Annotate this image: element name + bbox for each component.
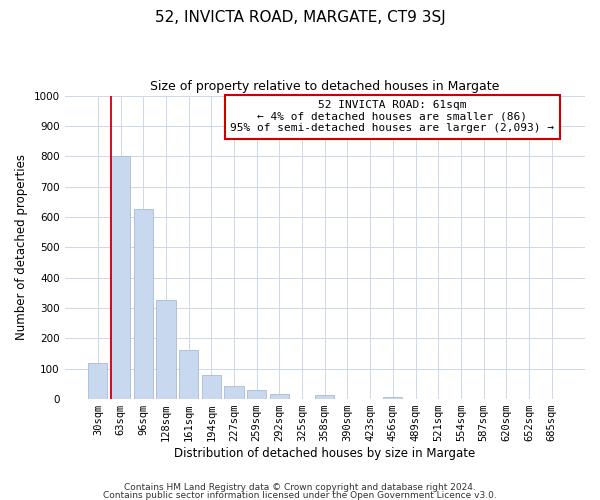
Bar xyxy=(134,210,153,399)
Bar xyxy=(156,300,176,399)
Bar xyxy=(315,396,334,399)
Bar xyxy=(247,390,266,399)
Bar xyxy=(179,350,198,399)
Bar xyxy=(88,362,107,399)
Text: Contains HM Land Registry data © Crown copyright and database right 2024.: Contains HM Land Registry data © Crown c… xyxy=(124,484,476,492)
Bar xyxy=(270,394,289,399)
Text: 52, INVICTA ROAD, MARGATE, CT9 3SJ: 52, INVICTA ROAD, MARGATE, CT9 3SJ xyxy=(155,10,445,25)
X-axis label: Distribution of detached houses by size in Margate: Distribution of detached houses by size … xyxy=(174,447,475,460)
Text: 52 INVICTA ROAD: 61sqm
← 4% of detached houses are smaller (86)
95% of semi-deta: 52 INVICTA ROAD: 61sqm ← 4% of detached … xyxy=(230,100,554,134)
Bar xyxy=(383,396,403,399)
Title: Size of property relative to detached houses in Margate: Size of property relative to detached ho… xyxy=(150,80,499,93)
Text: Contains public sector information licensed under the Open Government Licence v3: Contains public sector information licen… xyxy=(103,490,497,500)
Bar xyxy=(111,156,130,399)
Bar xyxy=(224,386,244,399)
Bar xyxy=(202,375,221,399)
Y-axis label: Number of detached properties: Number of detached properties xyxy=(15,154,28,340)
